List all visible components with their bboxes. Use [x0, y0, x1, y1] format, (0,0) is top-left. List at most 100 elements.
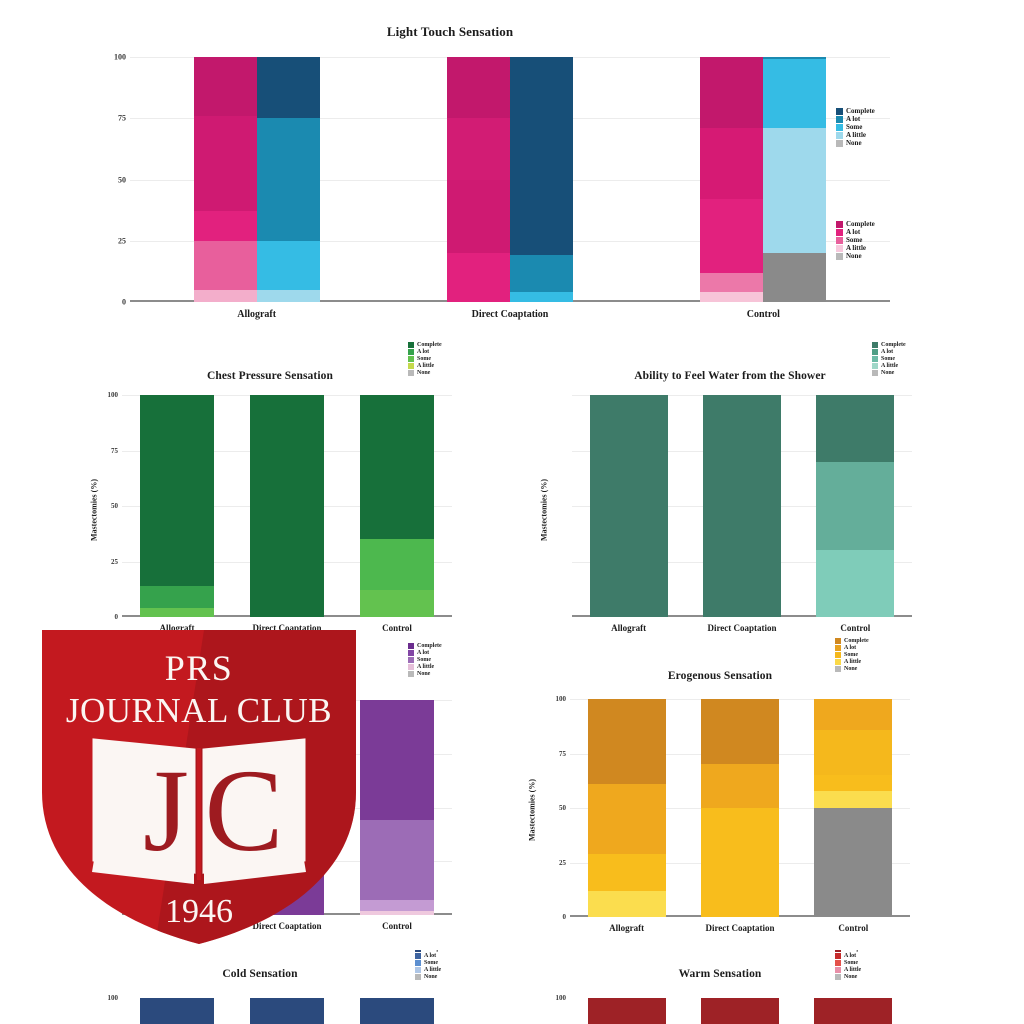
- legend-item[interactable]: Some: [408, 657, 442, 663]
- y-tick-50: 50: [559, 804, 566, 812]
- bar-control[interactable]: [360, 998, 434, 1024]
- legend-item[interactable]: Complete: [408, 643, 442, 649]
- legend-item[interactable]: A little: [415, 967, 449, 973]
- legend-label: A lot: [424, 953, 437, 959]
- legend-swatch-none-icon: [835, 666, 841, 672]
- legend-item[interactable]: Some: [872, 356, 906, 362]
- legend-item[interactable]: A little: [836, 132, 875, 139]
- y-tick-25: 25: [559, 858, 566, 867]
- legend-label: A lot: [844, 953, 857, 959]
- y-tick-100: 100: [107, 994, 119, 1002]
- y-tick-75: 75: [111, 446, 118, 455]
- legend-item[interactable]: A little: [836, 245, 875, 252]
- legend-item[interactable]: A little: [408, 363, 442, 369]
- bar-allograft[interactable]: [140, 395, 214, 617]
- legend-swatch-a-lot-icon: [835, 645, 841, 651]
- bar-control-magenta[interactable]: [700, 57, 764, 302]
- legend-item[interactable]: None: [836, 253, 875, 260]
- bar-control[interactable]: [814, 699, 893, 917]
- legend-item[interactable]: Complete: [836, 221, 875, 228]
- legend-item[interactable]: Some: [836, 237, 875, 244]
- legend-label: None: [424, 974, 438, 980]
- legend-label: A little: [417, 363, 435, 369]
- legend-item[interactable]: A lot: [835, 645, 869, 651]
- bar-allograft[interactable]: [587, 998, 666, 1024]
- legend-item[interactable]: None: [408, 671, 442, 677]
- legend-shower-water: Complete A lot Some A little None: [872, 342, 906, 377]
- legend-item[interactable]: A little: [835, 967, 869, 973]
- legend-item[interactable]: None: [835, 666, 869, 672]
- legend-item[interactable]: None: [835, 974, 869, 980]
- bar-allograft-blue[interactable]: [256, 57, 320, 302]
- bar-direct-coaptation[interactable]: [250, 395, 324, 617]
- bar-allograft[interactable]: [589, 395, 668, 617]
- legend-item[interactable]: None: [872, 370, 906, 376]
- legend-label: A lot: [417, 650, 430, 656]
- x-label-allograft: Allograft: [159, 623, 195, 633]
- bar-allograft[interactable]: [140, 998, 214, 1024]
- legend-label: Some: [846, 236, 863, 244]
- legend-item[interactable]: None: [408, 370, 442, 376]
- bar-allograft-magenta[interactable]: [193, 57, 257, 302]
- legend-item[interactable]: A lot: [836, 229, 875, 236]
- x-axis-labels-shower-water: Allograft Direct Coaptation Control: [572, 623, 912, 633]
- legend-item[interactable]: Some: [835, 960, 869, 966]
- legend-item[interactable]: Complete: [872, 342, 906, 348]
- bar-control-blue[interactable]: [763, 57, 827, 302]
- legend-item[interactable]: Complete: [835, 638, 869, 644]
- legend-cold: Complete A lot Some A little None: [415, 950, 449, 981]
- chart-title-chest-pressure: Chest Pressure Sensation: [207, 370, 333, 382]
- bar-group-direct-coaptation: [232, 395, 342, 617]
- chart-title-light-touch: Light Touch Sensation: [386, 24, 514, 39]
- legend-item[interactable]: A lot: [415, 953, 449, 959]
- chart-title-warm: Warm Sensation: [678, 968, 762, 980]
- y-tick-75: 75: [118, 113, 126, 123]
- legend-item[interactable]: A little: [872, 363, 906, 369]
- bar-allograft[interactable]: [587, 699, 666, 917]
- legend-item[interactable]: Complete: [408, 342, 442, 348]
- bar-control[interactable]: [816, 395, 895, 617]
- legend-warm: Complete A lot Some A little None: [835, 950, 869, 981]
- chart-chest-pressure: Chest Pressure Sensation Mastectomies (%…: [60, 342, 480, 640]
- y-tick-100: 100: [555, 994, 567, 1002]
- legend-label: None: [846, 252, 862, 260]
- bar-group-allograft: [130, 57, 383, 302]
- bar-control[interactable]: [814, 998, 893, 1024]
- legend-item[interactable]: A lot: [836, 116, 875, 123]
- bar-direct-coaptation-blue[interactable]: [509, 57, 573, 302]
- legend-item[interactable]: A little: [408, 664, 442, 670]
- legend-swatch-complete-icon: [408, 643, 414, 649]
- plot-area-erogenous: 100 75 50 25 0: [556, 695, 910, 933]
- legend-item[interactable]: Some: [415, 960, 449, 966]
- legend-item[interactable]: A lot: [872, 349, 906, 355]
- bar-direct-coaptation[interactable]: [700, 699, 779, 917]
- legend-item[interactable]: A lot: [835, 953, 869, 959]
- legend-item[interactable]: A little: [835, 659, 869, 665]
- legend-item[interactable]: None: [836, 140, 875, 147]
- legend-item[interactable]: Some: [408, 356, 442, 362]
- legend-item[interactable]: A lot: [408, 650, 442, 656]
- legend-swatch-complete-icon: [836, 108, 843, 115]
- y-tick-25: 25: [111, 557, 118, 566]
- bar-direct-coaptation[interactable]: [250, 998, 324, 1024]
- bar-direct-coaptation[interactable]: [702, 395, 781, 617]
- legend-item[interactable]: A lot: [408, 349, 442, 355]
- x-label-control: Control: [746, 309, 780, 320]
- legend-label: A little: [881, 363, 899, 369]
- chart-cold: Cold Sensation 100: [60, 950, 480, 1024]
- legend-swatch-a-little-icon: [408, 664, 414, 670]
- legend-item[interactable]: Complete: [415, 950, 449, 952]
- bar-control[interactable]: [360, 700, 434, 915]
- legend-item[interactable]: None: [415, 974, 449, 980]
- bar-direct-coaptation[interactable]: [700, 998, 779, 1024]
- legend-item[interactable]: Some: [835, 652, 869, 658]
- legend-item[interactable]: Some: [836, 124, 875, 131]
- legend-swatch-some-icon: [408, 356, 414, 362]
- bar-groups-chest-pressure: [122, 395, 452, 617]
- legend-item[interactable]: Complete: [835, 950, 869, 952]
- bar-direct-coaptation-magenta[interactable]: [446, 57, 510, 302]
- legend-item[interactable]: Complete: [836, 108, 875, 115]
- legend-label: Some: [846, 123, 863, 131]
- bar-control[interactable]: [360, 395, 434, 617]
